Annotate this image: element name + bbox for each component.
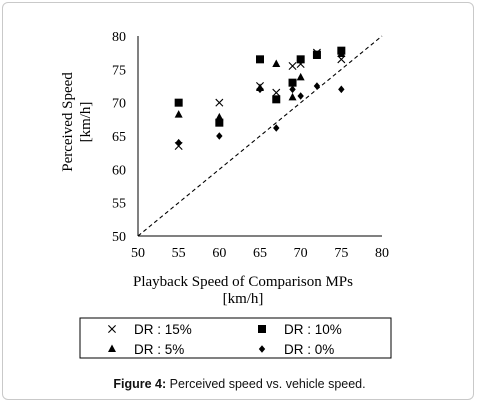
legend-marker-diamond: [258, 345, 266, 353]
data-point-triangle: [215, 112, 224, 121]
y-tick-label: 75: [112, 63, 126, 78]
reference-line: [137, 35, 383, 237]
legend-marker-square: [258, 325, 266, 333]
legend-box: [79, 317, 392, 359]
x-axis-label: Playback Speed of Comparison MPs: [133, 274, 353, 290]
x-tick-label: 50: [131, 246, 145, 261]
x-tick-label: 65: [253, 246, 267, 261]
marker-x-stroke: [215, 98, 224, 107]
x-tick-label: 70: [294, 246, 308, 261]
y-tick-label: 55: [112, 197, 126, 212]
data-point-triangle: [312, 51, 321, 59]
reference-line-y-equals-x: [137, 35, 383, 237]
data-point-square: [174, 98, 183, 107]
y-tick-label: 70: [112, 97, 126, 112]
data-point-square: [296, 55, 305, 64]
x-tick-label: 55: [172, 246, 186, 261]
data-point-triangle: [337, 49, 346, 57]
data-point-diamond: [216, 132, 223, 140]
marker-x-stroke: [288, 62, 297, 70]
x-tick-label: 80: [375, 246, 389, 261]
x-tick-label: 75: [334, 246, 348, 261]
data-point-triangle: [296, 72, 305, 81]
axes: [137, 36, 382, 237]
legend-marker-x: [108, 325, 116, 333]
data-point-square: [256, 55, 264, 64]
data-point-diamond: [338, 85, 345, 94]
data-point-diamond: [175, 138, 182, 147]
y-axis-unit: [km/h]: [78, 102, 94, 143]
data-point-x: [272, 88, 281, 97]
data-point-triangle: [174, 110, 183, 118]
data-point-diamond: [273, 124, 280, 132]
y-tick-label: 80: [112, 30, 126, 45]
y-tick-label: 60: [112, 163, 126, 178]
y-tick-label: 50: [112, 230, 126, 245]
data-markers: [174, 46, 346, 150]
data-point-x: [288, 62, 297, 70]
legend-marker-triangle: [108, 344, 116, 352]
caption-text: Perceived speed vs. vehicle speed.: [166, 377, 366, 391]
legend-label: DR : 5%: [134, 342, 184, 357]
x-tick-label: 60: [212, 246, 226, 261]
marker-x-stroke: [108, 325, 116, 333]
tick-labels: 50 55 60 65 70 75 80 50 55 60 65 70 75 80: [112, 30, 389, 261]
data-point-x: [215, 98, 224, 107]
data-point-triangle: [272, 59, 281, 67]
marker-x-stroke: [272, 88, 281, 97]
x-axis-unit: [km/h]: [223, 291, 264, 307]
data-point-diamond: [313, 82, 321, 90]
y-tick-label: 65: [112, 130, 126, 145]
legend-label: DR : 0%: [284, 342, 334, 357]
legend: DR : 15% DR : 10% DR : 5% DR : 0%: [79, 317, 392, 359]
y-axis-label: Perceived Speed: [60, 72, 76, 172]
legend-label: DR : 10%: [284, 322, 342, 337]
data-point-diamond: [256, 85, 264, 94]
data-point-square: [272, 95, 281, 104]
caption-label: Figure 4:: [113, 377, 167, 391]
legend-label: DR : 15%: [134, 322, 192, 337]
data-point-diamond: [289, 85, 296, 94]
data-point-diamond: [297, 92, 304, 100]
data-point-square: [215, 118, 224, 127]
data-point-triangle: [288, 92, 297, 101]
figure-caption: Figure 4: Perceived speed vs. vehicle sp…: [0, 377, 479, 391]
data-point-square: [288, 78, 297, 87]
